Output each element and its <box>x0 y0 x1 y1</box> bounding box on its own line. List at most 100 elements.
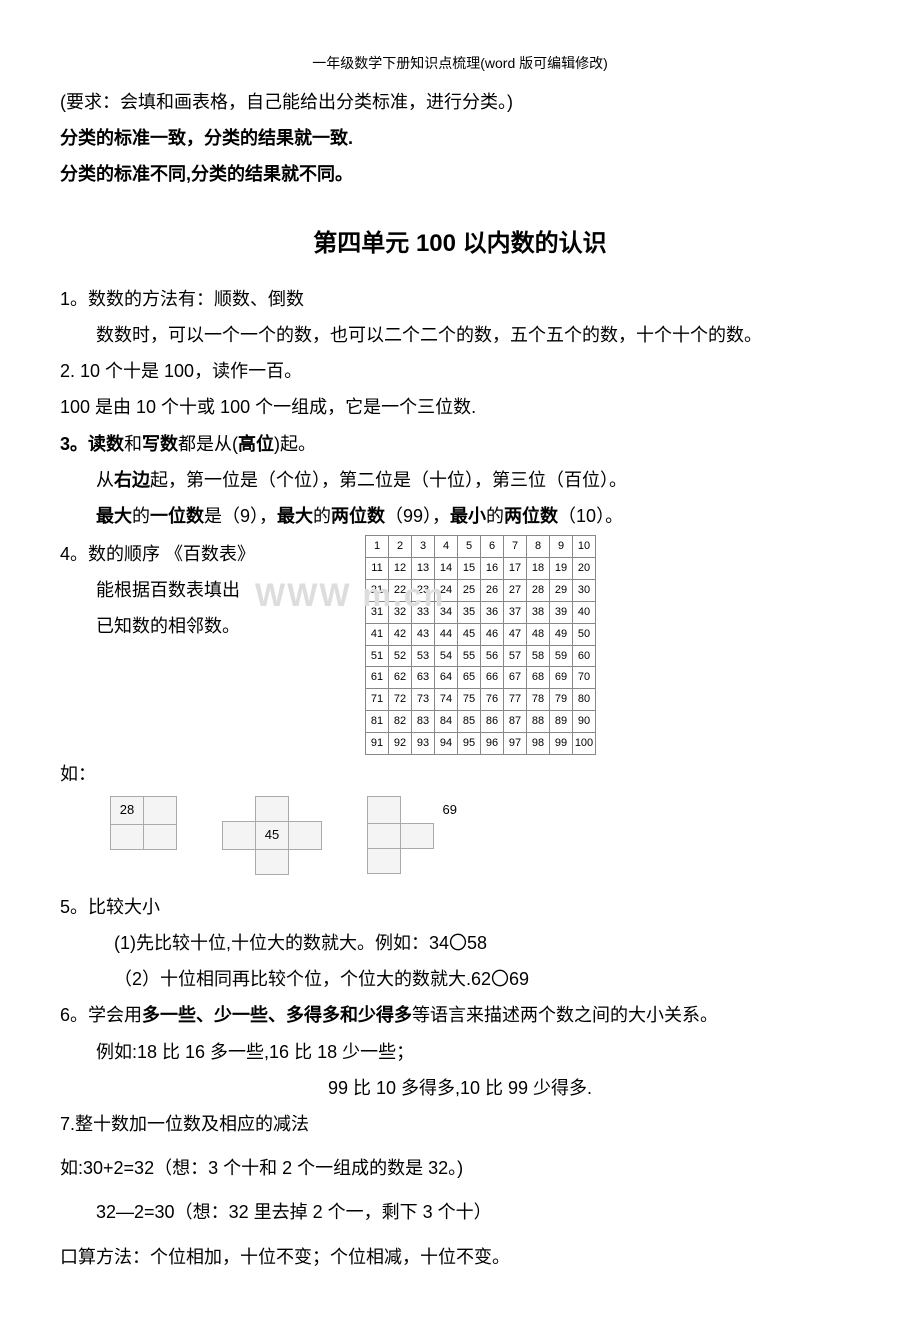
p3-a-b3: 高位 <box>238 434 274 454</box>
p3-a-b2: 写数 <box>142 434 178 454</box>
pre-line-3: 分类的标准不同,分类的结果就不同。 <box>60 157 860 191</box>
p3-a-end: )起。 <box>274 434 316 454</box>
hundred-cell: 66 <box>481 667 504 689</box>
p5-a: 5。比较大小 <box>60 890 860 924</box>
hundred-cell: 93 <box>412 733 435 755</box>
hundred-cell: 63 <box>412 667 435 689</box>
hundred-cell: 84 <box>435 711 458 733</box>
p3-c-t4: （99）， <box>385 506 450 526</box>
hundred-cell: 77 <box>504 689 527 711</box>
p3-c-b2: 一位数 <box>150 506 204 526</box>
hundred-cell: 98 <box>527 733 550 755</box>
hundred-cell: 18 <box>527 557 550 579</box>
p3-b-b1: 右边 <box>114 470 150 490</box>
p6-a-pre: 6。学会用 <box>60 1005 142 1025</box>
hundred-cell: 79 <box>550 689 573 711</box>
hundred-cell: 42 <box>389 623 412 645</box>
hundred-cell: 60 <box>573 645 596 667</box>
p3-c-b6: 两位数 <box>504 506 558 526</box>
hundred-cell: 3 <box>412 536 435 558</box>
hundred-cell: 19 <box>550 557 573 579</box>
p3-c-t2: 是（9）， <box>204 506 277 526</box>
hundred-cell: 1 <box>366 536 389 558</box>
hundred-cell: 72 <box>389 689 412 711</box>
p7-c: 32—2=30（想：32 里去掉 2 个一，剩下 3 个十） <box>60 1195 860 1229</box>
p1-b: 数数时，可以一个一个的数，也可以二个二个的数，五个五个的数，十个十个的数。 <box>60 318 860 352</box>
hundred-cell: 62 <box>389 667 412 689</box>
p3-c-t6: （10）。 <box>558 506 623 526</box>
hundred-cell: 99 <box>550 733 573 755</box>
hundred-cell: 21 <box>366 579 389 601</box>
hundred-cell: 36 <box>481 601 504 623</box>
hundred-cell: 94 <box>435 733 458 755</box>
p3-a: 3。读数和写数都是从(高位)起。 <box>60 427 860 461</box>
hundred-cell: 37 <box>504 601 527 623</box>
hundred-cell: 53 <box>412 645 435 667</box>
p3-a-pre: 3。 <box>60 434 88 454</box>
hundred-cell: 91 <box>366 733 389 755</box>
p3-b-post: 起，第一位是（个位），第二位是（十位），第三位（百位）。 <box>150 470 627 490</box>
hundred-cell: 78 <box>527 689 550 711</box>
hundred-cell: 67 <box>504 667 527 689</box>
p4-a: 4。数的顺序 《百数表》 <box>60 537 355 571</box>
hundred-cell: 14 <box>435 557 458 579</box>
p3-c-b1: 最大 <box>96 506 132 526</box>
hundred-cell: 81 <box>366 711 389 733</box>
hundred-cell: 38 <box>527 601 550 623</box>
p3-b: 从右边起，第一位是（个位），第二位是（十位），第三位（百位）。 <box>60 463 860 497</box>
hundred-cell: 5 <box>458 536 481 558</box>
p5-c: （2）十位相同再比较个位，个位大的数就大.62〇69 <box>60 962 860 996</box>
hundred-cell: 34 <box>435 601 458 623</box>
hundred-cell: 15 <box>458 557 481 579</box>
hundred-cell: 13 <box>412 557 435 579</box>
p6-a: 6。学会用多一些、少一些、多得多和少得多等语言来描述两个数之间的大小关系。 <box>60 998 860 1032</box>
p3-c-b5: 最小 <box>450 506 486 526</box>
p3-c: 最大的一位数是（9），最大的两位数（99），最小的两位数（10）。 <box>60 499 860 533</box>
hundred-cell: 58 <box>527 645 550 667</box>
p6-c: 99 比 10 多得多,10 比 99 少得多. <box>60 1071 860 1105</box>
hundred-cell: 51 <box>366 645 389 667</box>
hundred-cell: 32 <box>389 601 412 623</box>
grid-ex-2: 45 <box>222 796 322 875</box>
hundred-cell: 8 <box>527 536 550 558</box>
hundred-cell: 48 <box>527 623 550 645</box>
hundred-cell: 87 <box>504 711 527 733</box>
p7-a: 7.整十数加一位数及相应的减法 <box>60 1107 860 1141</box>
grid-ex-1: 28 <box>110 796 177 850</box>
grid-ex-1-val: 28 <box>111 797 144 825</box>
hundred-cell: 23 <box>412 579 435 601</box>
p6-b: 例如:18 比 16 多一些,16 比 18 少一些； <box>60 1035 860 1069</box>
hundred-cell: 61 <box>366 667 389 689</box>
hundred-cell: 75 <box>458 689 481 711</box>
hundred-cell: 41 <box>366 623 389 645</box>
hundred-cell: 74 <box>435 689 458 711</box>
section-4: 4。数的顺序 《百数表》 能根据百数表填出 已知数的相邻数。 WWW m.cn … <box>60 535 860 755</box>
header-note: 一年级数学下册知识点梳理(word 版可编辑修改) <box>60 50 860 77</box>
grid-ex-3-val: 69 <box>434 797 467 824</box>
hundred-cell: 2 <box>389 536 412 558</box>
hundred-cell: 86 <box>481 711 504 733</box>
hundred-cell: 6 <box>481 536 504 558</box>
hundred-cell: 73 <box>412 689 435 711</box>
hundred-cell: 68 <box>527 667 550 689</box>
p2-b: 100 是由 10 个十或 100 个一组成，它是一个三位数. <box>60 390 860 424</box>
hundred-cell: 46 <box>481 623 504 645</box>
p3-a-post: 都是从( <box>178 434 238 454</box>
hundred-cell: 71 <box>366 689 389 711</box>
hundred-cell: 40 <box>573 601 596 623</box>
hundred-cell: 69 <box>550 667 573 689</box>
p4-b: 能根据百数表填出 <box>60 573 355 607</box>
p3-c-b3: 最大 <box>277 506 313 526</box>
hundred-cell: 100 <box>573 733 596 755</box>
hundred-cell: 49 <box>550 623 573 645</box>
hundred-cell: 80 <box>573 689 596 711</box>
hundred-cell: 9 <box>550 536 573 558</box>
hundred-cell: 55 <box>458 645 481 667</box>
hundred-cell: 35 <box>458 601 481 623</box>
p7-b: 如:30+2=32（想：3 个十和 2 个一组成的数是 32。) <box>60 1151 860 1185</box>
p3-a-mid: 和 <box>124 434 142 454</box>
pre-line-2: 分类的标准一致，分类的结果就一致. <box>60 121 860 155</box>
hundred-cell: 57 <box>504 645 527 667</box>
hundred-cell: 82 <box>389 711 412 733</box>
hundred-cell: 88 <box>527 711 550 733</box>
